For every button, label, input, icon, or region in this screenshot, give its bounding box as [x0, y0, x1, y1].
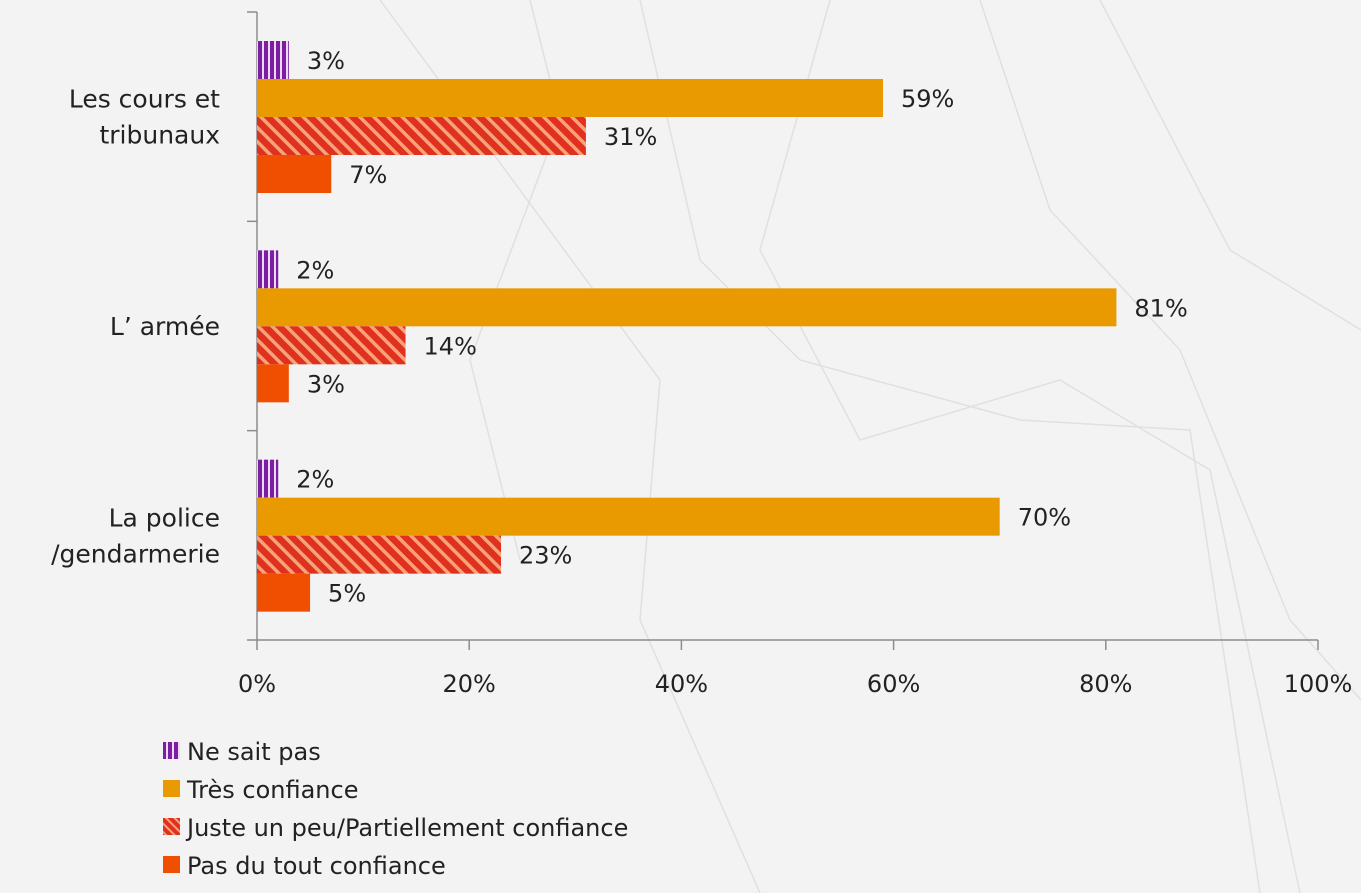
legend-label: Juste un peu/Partiellement confiance — [185, 814, 628, 842]
legend-swatch — [163, 742, 180, 759]
legend-swatch — [163, 856, 180, 873]
data-label: 2% — [296, 256, 334, 284]
data-label: 31% — [604, 123, 657, 151]
data-label: 7% — [349, 161, 387, 189]
bar — [257, 573, 311, 612]
value-labels: 3% 2% 2% 59% 81% 70% 31% 14% 23% 7% 3% 5% — [296, 47, 1188, 608]
legend-swatch — [163, 780, 180, 797]
bar — [257, 326, 406, 365]
x-tick-label: 20% — [443, 670, 496, 698]
bar — [257, 535, 502, 574]
x-tick-label: 80% — [1079, 670, 1132, 698]
background-decoration — [379, 0, 1361, 893]
x-tick-label: 100% — [1284, 670, 1353, 698]
bar — [257, 497, 1000, 536]
data-label: 3% — [307, 370, 345, 398]
category-label: La police/gendarmerie — [51, 503, 220, 568]
bar — [257, 364, 289, 403]
legend-swatch — [163, 818, 180, 835]
data-label: 14% — [424, 332, 477, 360]
x-tick-label: 40% — [655, 670, 708, 698]
bar — [257, 250, 279, 289]
bar — [257, 117, 586, 155]
data-label: 5% — [328, 580, 366, 608]
legend-label: Très confiance — [186, 776, 358, 804]
legend: Ne sait pas Très confiance Juste un peu/Pa… — [163, 738, 628, 880]
data-label: 2% — [296, 466, 334, 494]
data-label: 59% — [901, 85, 954, 113]
data-label: 81% — [1134, 294, 1187, 322]
data-label: 23% — [519, 542, 572, 570]
x-tick-labels: 0% 20% 40% 60% 80% 100% — [238, 670, 1352, 698]
category-label: Les cours et tribunaux — [69, 85, 220, 150]
legend-label: Pas du tout confiance — [187, 852, 446, 880]
bar — [257, 155, 332, 193]
bar — [257, 41, 289, 79]
category-labels: Les cours et tribunaux L’ armée La police/g… — [51, 85, 220, 569]
bar — [257, 288, 1117, 327]
x-tick-label: 0% — [238, 670, 276, 698]
bars — [257, 41, 1117, 612]
x-tick-label: 60% — [867, 670, 920, 698]
data-label: 3% — [307, 47, 345, 75]
bar — [257, 79, 883, 117]
category-label: L’ armée — [110, 312, 220, 341]
bar — [257, 459, 279, 498]
data-label: 70% — [1018, 504, 1071, 532]
legend-label: Ne sait pas — [187, 738, 321, 766]
